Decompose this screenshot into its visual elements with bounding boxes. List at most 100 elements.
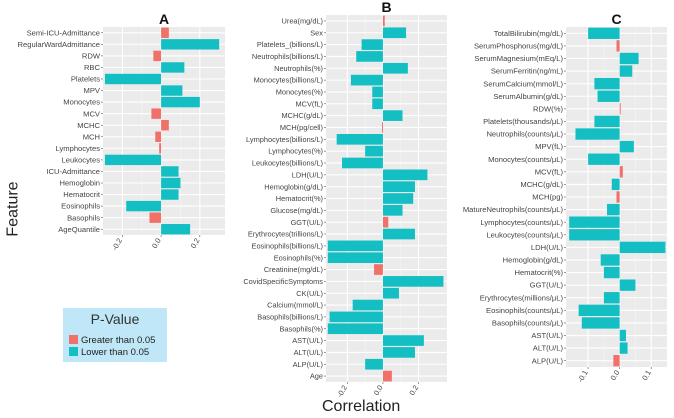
category-tick-label: AgeQuantile [58, 225, 100, 234]
panel-c: TotalBilirubin(mg/dL) SerumPhosphorus(mg/… [463, 11, 667, 384]
x-tick-label: 0.0 [608, 369, 621, 382]
category-tick-label: ALT(U/L) [533, 344, 564, 353]
legend-swatch-lower [69, 347, 78, 356]
category-tick-label: Neutrophils(%) [274, 64, 323, 73]
bar [619, 140, 634, 153]
x-tick-label: -0.1 [576, 369, 590, 385]
category-tick-label: Hemoglobin(g/dL) [264, 182, 323, 191]
bar [151, 108, 162, 119]
bar [619, 279, 636, 291]
bar [382, 27, 407, 39]
category-tick-label: MCHC(g/dL) [282, 111, 323, 120]
category-tick-label: Lymphocytes(counts/μL) [480, 218, 563, 227]
bar [619, 52, 639, 65]
category-tick-label: Eosinophils(counts/μL) [486, 306, 563, 315]
bar [382, 110, 403, 121]
category-tick-label: Erythrocytes(millions/μL) [480, 293, 564, 302]
category-tick-label: ALT(U/L) [294, 348, 323, 357]
bar [161, 62, 185, 73]
bar [382, 15, 385, 27]
bar [619, 241, 666, 254]
category-tick-label: CovidSpecificSymptoms [243, 277, 323, 286]
category-tick-label: Monocytes [63, 98, 100, 107]
bar [161, 189, 179, 200]
bar [603, 266, 620, 279]
panel-a: Semi-ICU-Admittance RegularWardAdmittance… [18, 11, 225, 252]
bar [619, 65, 633, 77]
bar [374, 264, 383, 275]
category-tick-label: Neutrophils(counts/μL) [486, 130, 563, 139]
bar [155, 131, 162, 142]
category-tick-label: LDH(U/L) [292, 170, 323, 179]
bar [352, 299, 383, 311]
category-tick-label: Neutrophils(billions/L) [252, 52, 323, 61]
category-tick-label: MCH(pg/cell) [280, 123, 323, 132]
category-tick-label: Urea(mg/dL) [282, 17, 323, 26]
category-tick-label: Hematocrit(%) [514, 268, 563, 277]
category-tick-label: MCHC(g/dL) [520, 180, 563, 189]
category-tick-label: Platelets_(billions/L) [257, 40, 323, 49]
panel-b: Urea(mg/dL) Sex Platelets_(billions/L) Neut… [243, 0, 447, 399]
bar [619, 103, 621, 115]
category-tick-label: Hemoglobin [59, 179, 100, 188]
bar [161, 224, 191, 235]
bar [361, 39, 383, 50]
bar [382, 228, 415, 240]
category-tick-label: Glucose(mg/dL) [270, 206, 323, 215]
bar [104, 154, 162, 166]
category-tick-label: MCH [83, 132, 100, 141]
bar [365, 358, 383, 370]
category-tick-label: MCHC [77, 121, 100, 130]
bar [382, 287, 399, 299]
bar [616, 191, 620, 203]
category-tick-label: SerumMagnesium(mEq/L) [474, 54, 563, 63]
bar [382, 216, 389, 228]
panel-title: B [381, 0, 391, 15]
bar [382, 181, 415, 192]
bar [161, 96, 200, 108]
category-tick-label: RBC [84, 63, 101, 72]
legend-swatch-greater [69, 335, 78, 344]
category-tick-label: Monocytes(%) [276, 88, 323, 97]
category-tick-label: MCH(pg) [532, 193, 563, 202]
panel-background [103, 27, 225, 235]
category-tick-label: ICU-Admittance [46, 167, 100, 176]
category-tick-label: Platelets(thousands/μL) [483, 117, 563, 126]
x-tick-label: 0.0 [372, 384, 385, 397]
category-tick-label: Lymphocytes(billions/L) [246, 135, 323, 144]
bar [372, 98, 383, 110]
category-tick-label: SerumPhosphorus(mg/dL) [474, 41, 564, 50]
category-tick-label: Eosinophils(%) [274, 253, 323, 262]
category-tick-label: Leukocytes(billions/L) [252, 159, 323, 168]
category-tick-label: MCV(fL) [535, 167, 564, 176]
bar [161, 120, 169, 131]
category-tick-label: Semi-ICU-Admittance [27, 28, 100, 37]
category-tick-label: Leukocytes(counts/μL) [486, 230, 563, 239]
category-tick-label: Calcium(mmol/L) [267, 301, 323, 310]
category-tick-label: Eosinophils(billions/L) [252, 241, 323, 250]
bar [607, 203, 620, 216]
category-tick-label: RDW(%) [533, 104, 563, 113]
bar [594, 115, 620, 128]
category-tick-label: Hematocrit [63, 190, 101, 199]
bar [382, 335, 424, 346]
bar [603, 292, 620, 304]
category-tick-label: ALP(U/L) [532, 356, 564, 365]
category-tick-label: Sex [310, 28, 323, 37]
bar [382, 276, 444, 287]
bar [575, 128, 620, 140]
category-tick-label: CK(U/L) [296, 289, 323, 298]
category-tick-label: Creatinine(mg/dL) [264, 265, 323, 274]
bar [613, 355, 620, 367]
x-tick-label: -0.2 [335, 384, 349, 400]
legend: P-Value Greater than 0.05 Lower than 0.0… [63, 308, 167, 362]
bar [581, 317, 620, 329]
category-tick-label: ALP(U/L) [293, 360, 323, 369]
category-tick-label: Basophils(counts/μL) [492, 319, 564, 328]
category-tick-label: Monocytes(billions/L) [254, 76, 323, 85]
bar [161, 177, 181, 189]
category-tick-label: MatureNeutrophils(counts/μL) [463, 205, 564, 214]
x-tick-label: -0.2 [110, 237, 124, 253]
bar [569, 216, 620, 228]
bar [588, 27, 620, 39]
